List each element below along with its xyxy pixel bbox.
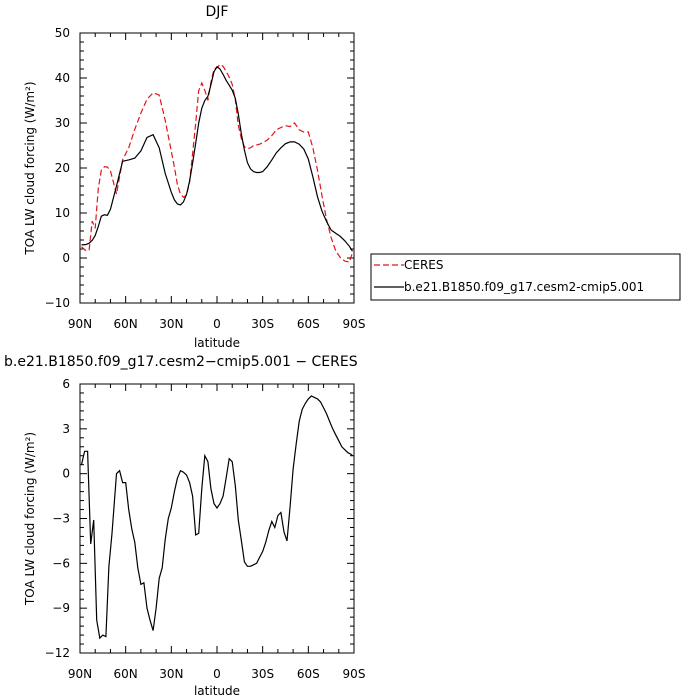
bottom-ticks: 90N 60N 30N 0 30S 60S 90S −12 −9 −6 −3 0 3 6	[45, 377, 366, 681]
y-tick-label: 30	[55, 116, 70, 130]
y-tick-label: −3	[52, 512, 70, 526]
series-line-difference	[80, 395, 353, 640]
bottom-series-lines	[80, 395, 353, 640]
x-tick-label: 90N	[68, 667, 92, 681]
x-tick-label: 60N	[114, 667, 138, 681]
x-tick-label: 90N	[68, 317, 92, 331]
x-tick-label: 60S	[297, 317, 320, 331]
y-tick-label: −10	[45, 296, 70, 310]
y-tick-label: 0	[62, 467, 70, 481]
y-tick-label: 20	[55, 161, 70, 175]
y-tick-label: 10	[55, 206, 70, 220]
y-tick-label: 6	[62, 377, 70, 391]
x-tick-label: 0	[213, 317, 221, 331]
x-tick-label: 30S	[251, 667, 274, 681]
y-tick-label: 40	[55, 71, 70, 85]
top-ticks: 90N 60N 30N 0 30S 60S 90S −10 0 10 20 30 40 50	[45, 26, 366, 331]
y-tick-label: −6	[52, 556, 70, 570]
series-line-b-e21-b1850-f09-g17-cesm2-cmip5-001	[81, 65, 354, 252]
top-chart-title: DJF	[206, 4, 229, 20]
x-tick-label: 30N	[159, 667, 183, 681]
x-tick-label: 90S	[343, 667, 366, 681]
x-tick-label: 0	[213, 667, 221, 681]
legend-box	[370, 253, 681, 301]
y-tick-label: 50	[55, 26, 70, 40]
y-tick-label: −9	[52, 601, 70, 615]
y-tick-label: 3	[62, 422, 70, 436]
x-tick-label: 90S	[343, 317, 366, 331]
x-tick-label: 60S	[297, 667, 320, 681]
bottom-plot-frame	[79, 383, 355, 654]
series-line-ceres	[81, 63, 354, 263]
top-series-lines	[81, 63, 354, 263]
x-tick-label: 30S	[251, 317, 274, 331]
legend-label-ceres: CERES	[404, 258, 444, 272]
bottom-x-axis-label: latitude	[194, 684, 240, 698]
x-tick-label: 30N	[159, 317, 183, 331]
bottom-panel: b.e21.B1850.f09_g17.cesm2−cmip5.001 − CE…	[4, 354, 365, 698]
legend: CERES b.e21.B1850.f09_g17.cesm2-cmip5.00…	[370, 253, 681, 301]
y-tick-label: −12	[45, 646, 70, 660]
y-tick-label: 0	[62, 251, 70, 265]
x-tick-label: 60N	[114, 317, 138, 331]
legend-label-model: b.e21.B1850.f09_g17.cesm2-cmip5.001	[404, 280, 644, 294]
bottom-y-axis-label: TOA LW cloud forcing (W/m²)	[23, 432, 37, 606]
top-y-axis-label: TOA LW cloud forcing (W/m²)	[23, 81, 37, 255]
top-x-axis-label: latitude	[194, 336, 240, 350]
bottom-chart-title: b.e21.B1850.f09_g17.cesm2−cmip5.001 − CE…	[4, 354, 358, 370]
top-panel: DJF TOA LW cloud forcing (W/m²) latitude…	[23, 4, 365, 350]
